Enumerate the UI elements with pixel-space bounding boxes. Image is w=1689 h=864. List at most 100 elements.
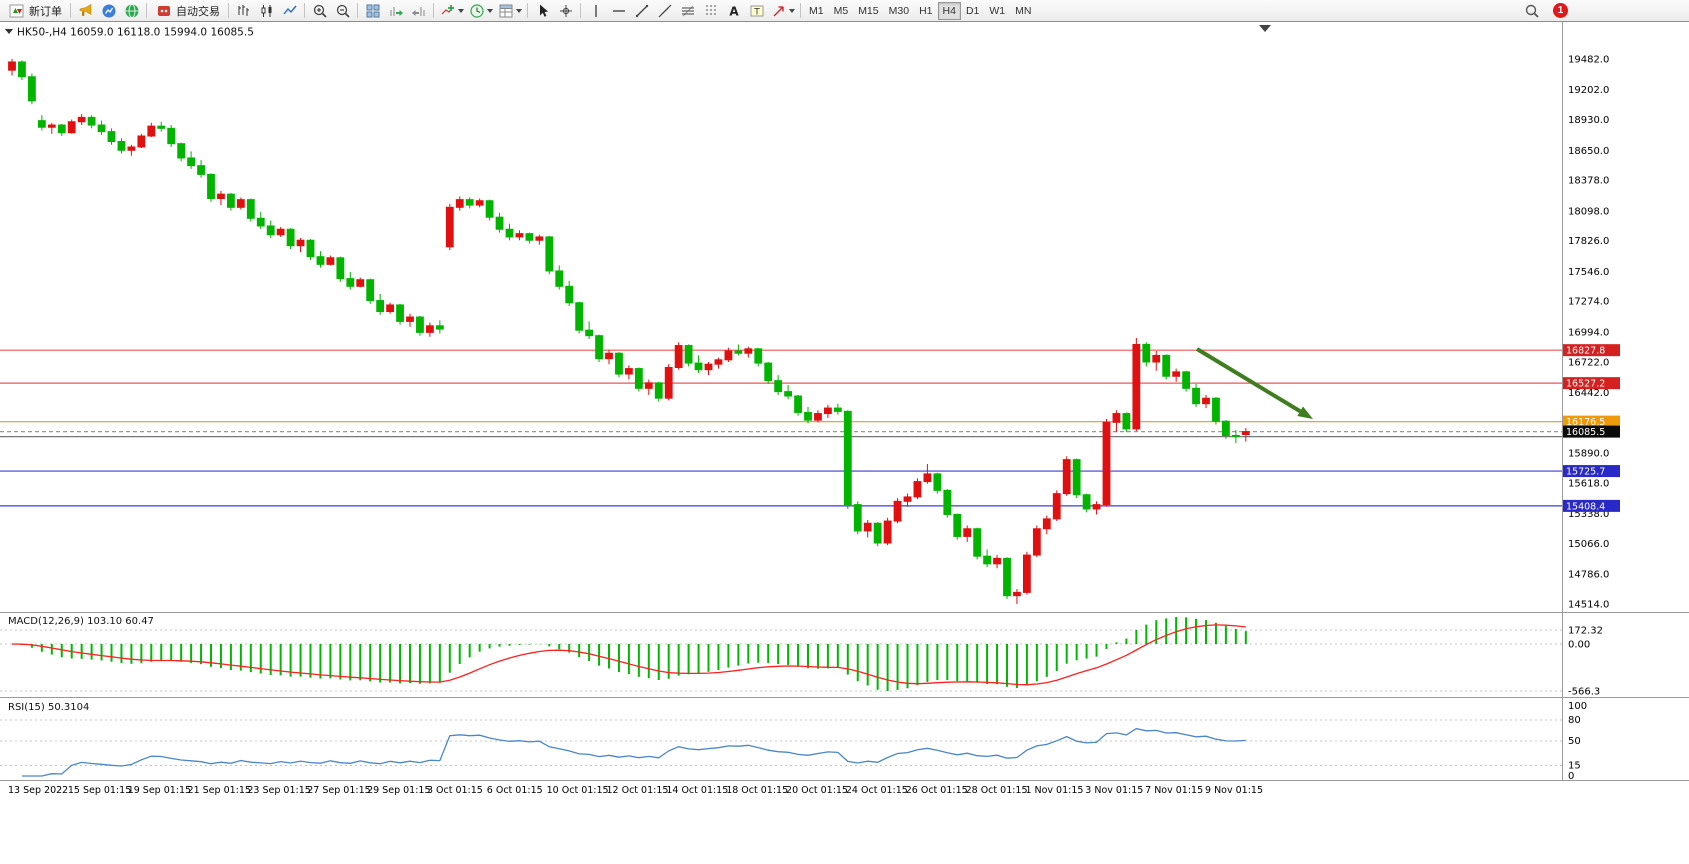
svg-text:100: 100: [1568, 701, 1587, 712]
chart-shift-icon[interactable]: [407, 1, 430, 21]
svg-text:15066.0: 15066.0: [1568, 539, 1609, 550]
market-watch-icon[interactable]: [97, 1, 120, 21]
auto-trading-label: 自动交易: [176, 5, 220, 18]
text-label-tool[interactable]: T: [745, 1, 768, 21]
auto-trading-button[interactable]: 自动交易: [150, 1, 225, 21]
svg-text:7 Nov 01:15: 7 Nov 01:15: [1145, 785, 1203, 796]
svg-text:29 Sep 01:15: 29 Sep 01:15: [367, 785, 430, 796]
svg-text:0.00: 0.00: [1568, 640, 1590, 651]
svg-text:3 Oct 01:15: 3 Oct 01:15: [427, 785, 483, 796]
timeframe-d1[interactable]: D1: [965, 4, 980, 17]
svg-text:-566.3: -566.3: [1568, 687, 1600, 698]
rsi-label: RSI(15) 50.3104: [8, 702, 89, 713]
svg-text:16085.5: 16085.5: [1566, 427, 1605, 438]
templates-button[interactable]: [495, 1, 524, 21]
autoscroll-icon[interactable]: [384, 1, 407, 21]
one-click-trading-toggle[interactable]: [5, 29, 13, 34]
text-tool[interactable]: A: [722, 1, 745, 21]
svg-text:A: A: [729, 4, 739, 18]
chart-ohlc-readout: HK50-,H4 16059.0 16118.0 15994.0 16085.5: [17, 27, 254, 39]
cursor-button[interactable]: [531, 1, 554, 21]
trendline-tool[interactable]: [630, 1, 653, 21]
channel-tool[interactable]: [653, 1, 676, 21]
separator: [527, 3, 528, 18]
svg-text:16827.8: 16827.8: [1566, 346, 1605, 357]
periods-button[interactable]: [466, 1, 495, 21]
globe-icon[interactable]: [120, 1, 143, 21]
tile-windows-icon[interactable]: [361, 1, 384, 21]
svg-text:17546.0: 17546.0: [1568, 267, 1609, 278]
svg-text:15725.7: 15725.7: [1566, 467, 1605, 478]
candles-layer: [8, 59, 1250, 604]
panel-frame: [0, 22, 1689, 781]
timeframe-m1[interactable]: M1: [809, 4, 824, 17]
timeframe-m15[interactable]: M15: [858, 4, 879, 17]
timeframe-m5[interactable]: M5: [833, 4, 849, 17]
zoom-out-icon[interactable]: [331, 1, 354, 21]
svg-text:9 Nov 01:15: 9 Nov 01:15: [1205, 785, 1263, 796]
svg-text:26 Oct 01:15: 26 Oct 01:15: [906, 785, 968, 796]
svg-text:18 Oct 01:15: 18 Oct 01:15: [726, 785, 788, 796]
svg-text:17274.0: 17274.0: [1568, 297, 1609, 308]
svg-text:18650.0: 18650.0: [1568, 146, 1609, 157]
new-order-button[interactable]: 新订单: [3, 1, 67, 21]
zoom-in-icon[interactable]: [308, 1, 331, 21]
svg-text:28 Oct 01:15: 28 Oct 01:15: [966, 785, 1028, 796]
timeframe-h1[interactable]: H1: [919, 4, 933, 17]
annotation-layer[interactable]: [1195, 347, 1313, 419]
indicators-button[interactable]: [437, 1, 466, 21]
arrows-tool[interactable]: [768, 1, 797, 21]
notification-badge[interactable]: 1: [1553, 3, 1568, 18]
vertical-line-tool[interactable]: [584, 1, 607, 21]
candlestick-chart-icon[interactable]: [255, 1, 278, 21]
svg-text:14786.0: 14786.0: [1568, 570, 1609, 581]
svg-text:3 Nov 01:15: 3 Nov 01:15: [1085, 785, 1143, 796]
svg-text:16442.0: 16442.0: [1568, 388, 1609, 399]
svg-text:16527.2: 16527.2: [1566, 379, 1605, 390]
cycle-lines-tool[interactable]: [699, 1, 722, 21]
toolbar: 新订单 自动交易: [0, 0, 1689, 22]
svg-text:13 Sep 2022: 13 Sep 2022: [8, 785, 68, 796]
svg-text:T: T: [753, 7, 760, 17]
chevron-down-icon: [788, 8, 795, 13]
svg-text:12 Oct 01:15: 12 Oct 01:15: [607, 785, 669, 796]
horizontal-line-tool[interactable]: [607, 1, 630, 21]
megaphone-icon[interactable]: [74, 1, 97, 21]
svg-text:15: 15: [1568, 761, 1581, 772]
timeframe-h4[interactable]: H4: [937, 1, 961, 20]
svg-text:15338.0: 15338.0: [1568, 509, 1609, 520]
price-axis[interactable]: 19482.0 19202.0 18930.0 18650.0 18378.0 18098…: [1563, 55, 1620, 611]
toolbar-right: 1: [1520, 1, 1686, 21]
svg-text:15408.4: 15408.4: [1566, 501, 1605, 512]
line-chart-icon[interactable]: [278, 1, 301, 21]
separator: [146, 3, 147, 18]
svg-text:50: 50: [1568, 736, 1581, 747]
svg-text:19 Sep 01:15: 19 Sep 01:15: [128, 785, 191, 796]
timeframe-w1[interactable]: W1: [989, 4, 1006, 17]
svg-text:20 Oct 01:15: 20 Oct 01:15: [786, 785, 848, 796]
separator: [304, 3, 305, 18]
svg-text:19202.0: 19202.0: [1568, 85, 1609, 96]
chevron-down-icon: [515, 8, 522, 13]
chart-shift-marker[interactable]: [1259, 25, 1271, 32]
svg-text:15618.0: 15618.0: [1568, 478, 1609, 489]
svg-text:15890.0: 15890.0: [1568, 449, 1609, 460]
macd-label: MACD(12,26,9) 103.10 60.47: [8, 616, 154, 627]
svg-text:19482.0: 19482.0: [1568, 55, 1609, 66]
separator: [433, 3, 434, 18]
bar-chart-icon[interactable]: [232, 1, 255, 21]
svg-text:27 Sep 01:15: 27 Sep 01:15: [307, 785, 370, 796]
timeframe-mn[interactable]: MN: [1015, 4, 1032, 17]
chart-canvas[interactable]: 172.32 0.00 -566.3 100 80 50 150 19482.0 19202.0…: [0, 22, 1689, 864]
crosshair-button[interactable]: [554, 1, 577, 21]
fibonacci-tool[interactable]: [676, 1, 699, 21]
macd-panel: 172.32 0.00 -566.3: [0, 617, 1603, 698]
price-level-lines[interactable]: [0, 349, 1562, 507]
chevron-down-icon: [457, 8, 464, 13]
timeframe-m30[interactable]: M30: [888, 4, 910, 17]
search-icon[interactable]: [1520, 1, 1543, 21]
separator: [70, 3, 71, 18]
chevron-down-icon: [486, 8, 493, 13]
new-order-label: 新订单: [29, 5, 62, 18]
